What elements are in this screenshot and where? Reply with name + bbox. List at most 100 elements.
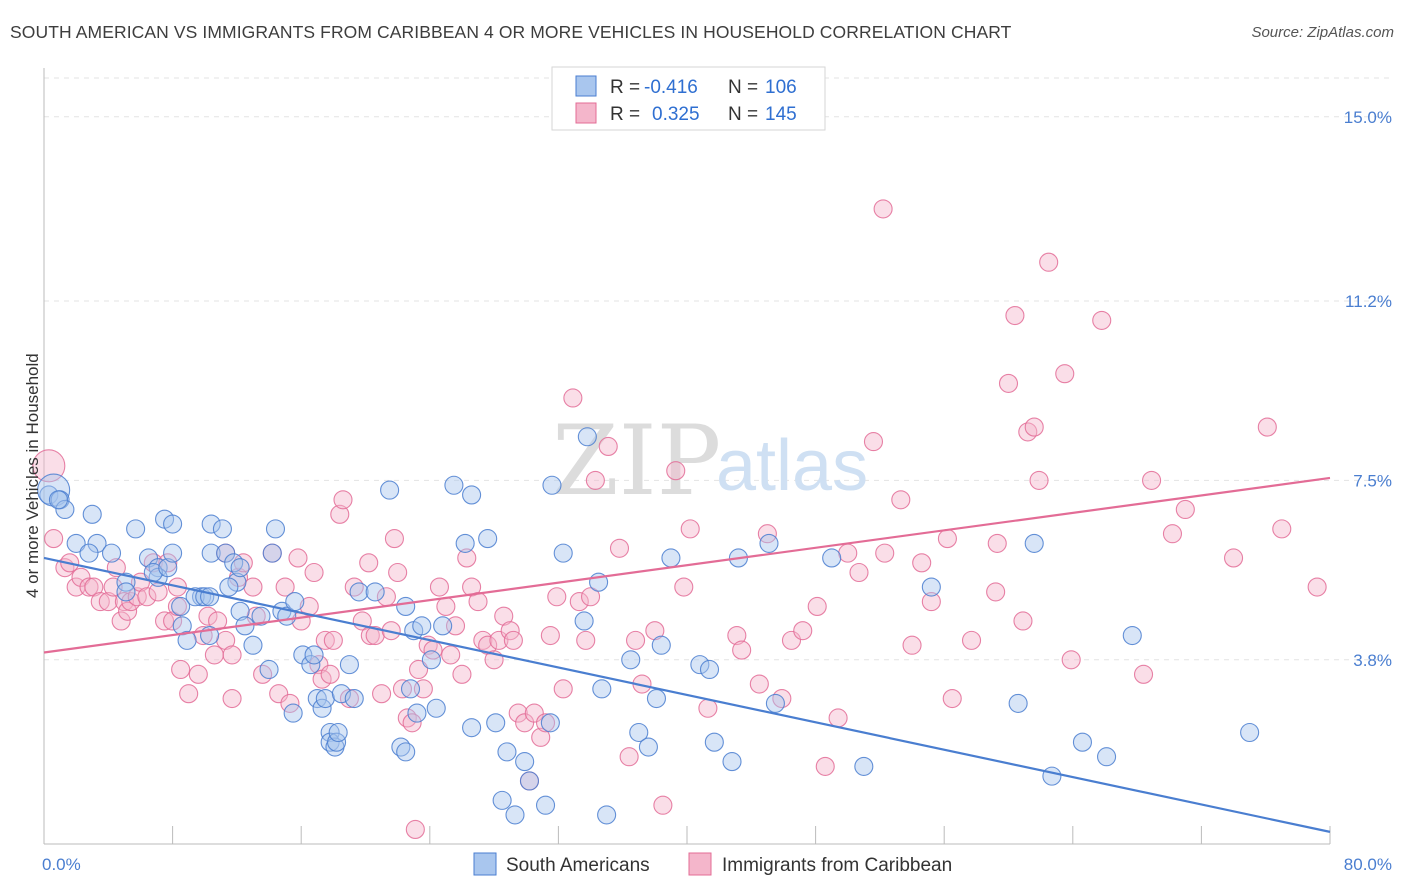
caribbean-point [323, 630, 343, 650]
caribbean-point [698, 698, 718, 718]
caribbean-point [757, 524, 777, 544]
series-caribbean-points [32, 199, 1327, 840]
south-american-point [629, 722, 649, 743]
south-american-point [219, 577, 239, 597]
south-american-point [1240, 722, 1260, 743]
caribbean-point [873, 199, 893, 219]
south-american-point [344, 689, 364, 709]
caribbean-point [1133, 664, 1154, 684]
south-american-point [138, 548, 159, 568]
caribbean-point [1224, 548, 1244, 568]
south-american-point [304, 645, 324, 665]
caribbean-point [680, 519, 700, 539]
caribbean-point [222, 645, 242, 665]
south-american-point [1024, 533, 1044, 553]
caribbean-point [127, 587, 147, 607]
south-american-point [307, 689, 327, 709]
caribbean-point [569, 592, 589, 612]
south-american-point [690, 655, 710, 675]
caribbean-point [304, 562, 324, 583]
caribbean-point [585, 470, 605, 490]
south-american-point [262, 543, 282, 563]
south-american-point [212, 519, 232, 539]
south-american-point [101, 543, 122, 563]
south-american-point [328, 722, 348, 743]
caribbean-point [1005, 306, 1025, 326]
caribbean-point [807, 596, 827, 616]
caribbean-point [1024, 417, 1044, 437]
south-american-point [177, 630, 197, 650]
caribbean-point [912, 553, 932, 573]
south-american-point [400, 679, 421, 699]
y-tick-label-2: 11.2% [1345, 292, 1392, 311]
south-american-point [542, 475, 562, 495]
south-american-point [699, 659, 720, 680]
caribbean-point [961, 630, 982, 650]
south-american-point [396, 742, 416, 762]
caribbean-point [553, 679, 573, 699]
south-american-point [759, 533, 779, 553]
legend-n-value-2: 145 [765, 104, 797, 125]
caribbean-point [1092, 310, 1112, 330]
caribbean-point [531, 727, 551, 747]
caribbean-point [103, 577, 123, 597]
caribbean-point [429, 577, 449, 597]
south-american-point [462, 485, 482, 505]
caribbean-point [441, 645, 461, 665]
south-american-point [651, 635, 671, 655]
caribbean-point [1307, 577, 1327, 597]
south-american-point [722, 752, 742, 772]
caribbean-point [576, 630, 596, 650]
south-american-point [497, 742, 517, 762]
south-american-point [283, 703, 303, 723]
south-american-point [421, 650, 441, 670]
south-american-point [116, 582, 136, 602]
caribbean-point [457, 548, 477, 568]
south-american-point [216, 543, 236, 563]
south-american-point [574, 611, 594, 631]
legend-swatch-pink [575, 102, 597, 124]
caribbean-point [1142, 470, 1162, 490]
south-american-point [158, 558, 178, 578]
caribbean-point [902, 635, 922, 655]
caribbean-point [732, 640, 752, 660]
south-american-point [39, 485, 59, 505]
caribbean-point [1061, 650, 1081, 670]
south-american-point [243, 635, 263, 655]
watermark: ZIP atlas [552, 405, 868, 517]
caribbean-point [384, 529, 404, 549]
south-american-point [163, 514, 183, 534]
caribbean-point [71, 567, 91, 587]
caribbean-point [436, 596, 456, 616]
caribbean-point [942, 689, 962, 709]
south-american-point [396, 596, 416, 616]
south-american-point [407, 703, 427, 723]
legend-n-label-2: N = [728, 104, 758, 125]
caribbean-point [111, 611, 131, 631]
south-american-point [854, 756, 874, 776]
axes [43, 68, 1331, 845]
caribbean-point [535, 713, 556, 733]
series-south-american-points [37, 427, 1260, 825]
caribbean-point [1029, 470, 1049, 490]
caribbean-point [98, 592, 118, 612]
series-legend-swatch-blue [473, 852, 497, 876]
caribbean-point [1013, 611, 1033, 631]
caribbean-point [863, 432, 884, 452]
caribbean-point [793, 621, 813, 641]
caribbean-point [1039, 252, 1059, 272]
caribbean-point [1055, 364, 1075, 384]
south-american-point [251, 606, 271, 626]
caribbean-point [163, 611, 183, 631]
caribbean-point [222, 689, 242, 709]
legend-r-value-1: -0.416 [644, 77, 698, 98]
south-american-point [171, 596, 191, 616]
south-american-point [597, 805, 617, 825]
caribbean-point [1175, 499, 1195, 520]
south-american-point [505, 805, 525, 825]
south-american-point [200, 587, 220, 607]
south-american-point [412, 616, 432, 636]
trend-lines [43, 476, 1331, 833]
south-american-point [515, 752, 535, 772]
south-american-point [492, 790, 512, 810]
